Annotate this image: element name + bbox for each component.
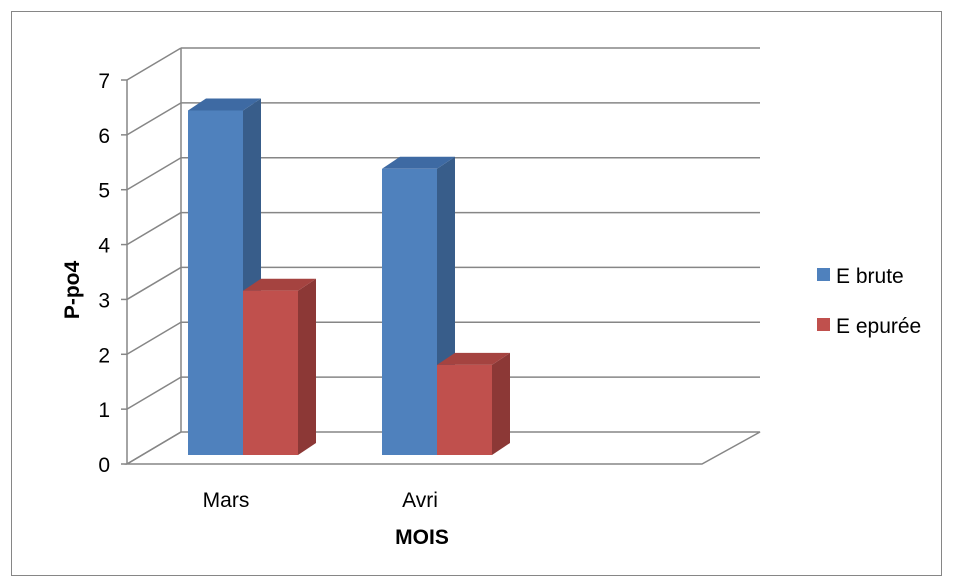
bar-front: [188, 110, 243, 455]
chart-floor: [124, 431, 761, 465]
y-tick-label: 0: [98, 454, 110, 477]
bar-side: [492, 352, 510, 455]
y-tick-labels: 0 1 2 3 4 5 6 7: [98, 70, 110, 477]
gridline-slant: [126, 376, 182, 410]
bars: [188, 98, 510, 456]
gridline-slant: [126, 47, 182, 81]
bar-mars-e-brute: [188, 98, 261, 455]
gridline-slant: [126, 102, 182, 136]
x-axis-title: MOIS: [395, 526, 449, 549]
bar-top: [382, 156, 455, 169]
legend-swatch-e-brute: [817, 268, 830, 281]
bar-side: [298, 278, 316, 455]
gridline-slant: [126, 157, 182, 191]
bar-front: [243, 290, 298, 455]
gridline-slant: [126, 211, 182, 246]
bar-top: [188, 98, 261, 111]
bar-front: [382, 168, 437, 456]
legend-label-e-brute: E brute: [836, 265, 904, 288]
legend: E brute E epurée: [817, 265, 921, 338]
bar-mars-e-epuree: [243, 278, 316, 455]
legend-swatch-e-epuree: [817, 318, 830, 331]
chart-frame: [11, 11, 942, 576]
legend-label-e-epuree: E epurée: [836, 315, 921, 338]
gridline-slant: [126, 266, 182, 301]
y-tick-label: 1: [98, 399, 110, 422]
y-tick-label: 6: [98, 125, 110, 148]
y-axis-title: P-po4: [61, 261, 84, 320]
bar-avri-e-epuree: [437, 352, 510, 455]
bar-front: [437, 364, 492, 455]
x-tick-label: Mars: [203, 489, 250, 512]
axes: [121, 48, 761, 465]
y-tick-label: 2: [98, 344, 110, 367]
bar-top: [437, 352, 510, 365]
y-tick-label: 3: [98, 289, 110, 312]
x-tick-labels: Mars Avri: [203, 489, 438, 512]
bar-top: [243, 278, 316, 291]
gridline-slant: [126, 321, 182, 355]
x-tick-label: Avri: [402, 489, 438, 512]
y-tick-label: 5: [98, 180, 110, 203]
y-tick-label: 4: [98, 235, 110, 258]
y-tick-label: 7: [98, 70, 110, 93]
